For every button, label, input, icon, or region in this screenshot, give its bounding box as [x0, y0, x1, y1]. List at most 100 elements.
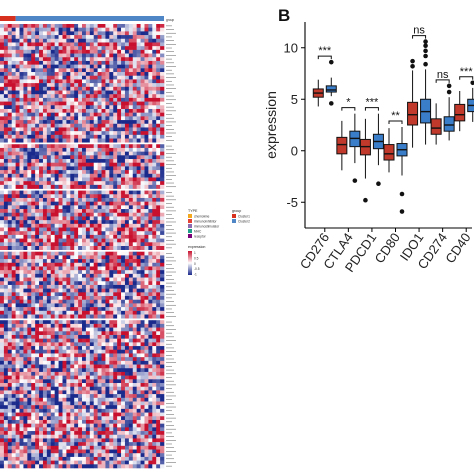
heatmap-cell	[85, 159, 91, 164]
heatmap-cell	[62, 112, 67, 117]
heatmap-cell	[140, 296, 145, 301]
heatmap-cell	[121, 42, 126, 47]
heatmap-cell	[35, 170, 40, 175]
heatmap-cell	[105, 57, 110, 62]
heatmap-cell	[27, 231, 32, 236]
heatmap-cell	[132, 72, 137, 77]
heatmap-cell	[156, 53, 161, 58]
heatmap-cell	[66, 251, 71, 256]
heatmap-cell	[132, 277, 137, 282]
heatmap-cell	[128, 288, 134, 293]
heatmap-cell	[42, 42, 48, 47]
heatmap-cell	[50, 170, 55, 175]
heatmap-cell	[46, 60, 52, 65]
heatmap-cell	[46, 338, 52, 343]
heatmap-cell	[140, 181, 145, 186]
heatmap-cell	[62, 101, 67, 106]
heatmap-cell	[109, 184, 114, 189]
heatmap-cell	[70, 281, 75, 286]
heatmap-cell	[128, 72, 134, 77]
heatmap-cell	[66, 360, 71, 365]
heatmap-cell	[124, 173, 130, 178]
heatmap-cell	[156, 123, 161, 128]
heatmap-cell	[132, 68, 137, 73]
heatmap-cell	[19, 277, 24, 282]
heatmap-cell	[113, 72, 118, 77]
heatmap-cell	[160, 334, 165, 339]
heatmap-cell	[46, 342, 52, 347]
heatmap-cell	[132, 314, 137, 319]
heatmap-cell	[121, 346, 126, 351]
heatmap-cell	[85, 184, 91, 189]
heatmap-cell	[109, 31, 114, 36]
heatmap-cell	[132, 209, 137, 214]
heatmap-cell	[15, 357, 20, 362]
heatmap-cell	[42, 35, 48, 40]
heatmap-cell	[144, 170, 149, 175]
heatmap-cell	[148, 238, 153, 243]
heatmap-cell	[31, 112, 36, 117]
heatmap-cell	[46, 331, 52, 336]
heatmap-cell	[152, 170, 157, 175]
heatmap-cell	[160, 270, 165, 275]
heatmap-cell	[152, 75, 157, 80]
heatmap-cell	[11, 101, 16, 106]
heatmap-cell	[85, 212, 91, 217]
heatmap-cell	[128, 177, 134, 182]
heatmap-cell	[42, 101, 48, 106]
heatmap-cell	[101, 231, 106, 236]
heatmap-cell	[58, 357, 63, 362]
heatmap-cell	[50, 364, 55, 369]
heatmap-cell	[78, 24, 83, 28]
heatmap-cell	[148, 259, 153, 264]
heatmap-cell	[46, 307, 52, 312]
heatmap-cell	[85, 162, 91, 167]
heatmap-cell	[39, 97, 44, 102]
heatmap-cell	[82, 105, 87, 110]
heatmap-cell	[42, 184, 48, 189]
heatmap-cell	[132, 320, 137, 325]
heatmap-cell	[128, 255, 134, 260]
heatmap-cell	[62, 72, 67, 77]
heatmap-cell	[31, 277, 36, 282]
heatmap-cell	[105, 251, 110, 256]
heatmap-cell	[66, 284, 71, 289]
heatmap-cell	[31, 262, 36, 267]
heatmap-cell	[19, 284, 24, 289]
heatmap-cell	[19, 24, 24, 28]
heatmap-cell	[23, 155, 28, 160]
heatmap-cell	[97, 194, 102, 199]
heatmap-cell	[46, 131, 52, 136]
heatmap-cell	[7, 144, 13, 149]
heatmap-cell	[78, 184, 83, 189]
heatmap-cell	[70, 334, 75, 339]
heatmap-cell	[19, 227, 24, 232]
heatmap-cell	[144, 166, 149, 171]
heatmap-cell	[124, 327, 130, 332]
heatmap-cell	[50, 112, 55, 117]
heatmap-cell	[66, 46, 71, 51]
heatmap-cell	[31, 212, 36, 217]
heatmap-cell	[31, 147, 36, 152]
heatmap-cell	[156, 97, 161, 102]
heatmap-cell	[85, 266, 91, 271]
heatmap-cell	[42, 24, 48, 28]
heatmap-cell	[85, 49, 91, 54]
heatmap-cell	[58, 246, 63, 250]
heatmap-cell	[3, 234, 9, 239]
heatmap-cell	[97, 151, 102, 156]
heatmap-cell	[82, 197, 87, 202]
heatmap-cell	[11, 238, 16, 243]
heatmap-cell	[62, 177, 67, 182]
heatmap-cell	[42, 68, 48, 73]
heatmap-cell	[27, 49, 32, 54]
heatmap-cell	[113, 251, 118, 256]
heatmap-cell	[70, 212, 75, 217]
heatmap-cell	[113, 259, 118, 264]
heatmap-cell	[113, 314, 118, 319]
heatmap-cell	[89, 220, 95, 225]
heatmap-cell	[156, 134, 161, 139]
heatmap-cell	[97, 205, 102, 210]
heatmap-cell	[89, 266, 95, 271]
heatmap-cell	[85, 220, 91, 225]
